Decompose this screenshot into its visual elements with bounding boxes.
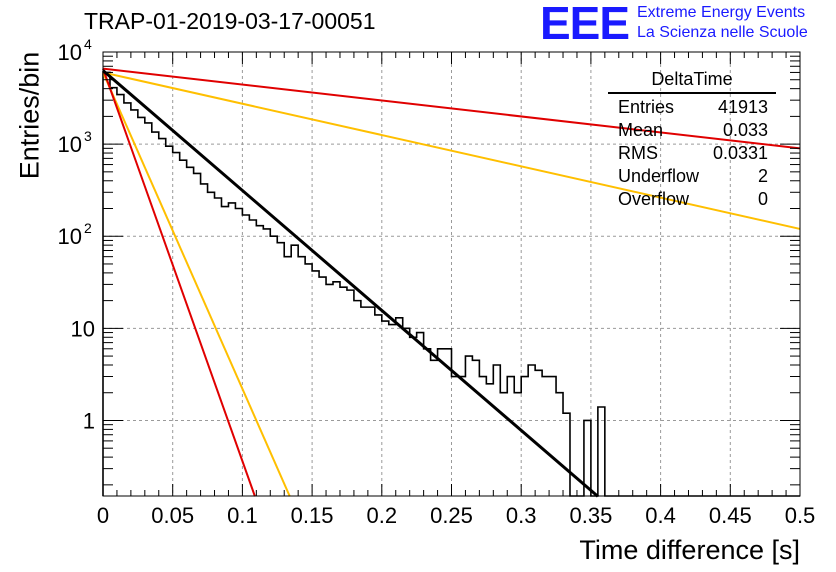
y-tick-label: 10 (58, 132, 82, 157)
logo-caption-line2: La Scienza nelle Scuole (637, 24, 808, 41)
fit-curve (102, 68, 256, 497)
fit-curve (102, 71, 801, 230)
stats-box-title: DeltaTime (608, 68, 776, 94)
fit-curves (102, 67, 801, 498)
x-tick-label: 0.25 (430, 503, 473, 528)
eee-logo: EEE (540, 0, 630, 49)
stats-label: Entries (618, 97, 675, 117)
x-tick-label: 0.05 (151, 503, 194, 528)
stats-label: Underflow (618, 166, 700, 186)
x-tick-label: 0.3 (506, 503, 537, 528)
stats-row-rms: RMS 0.0331 (608, 142, 776, 165)
fit-curve (102, 69, 599, 498)
stats-value: 0 (757, 189, 768, 209)
x-tick-label: 0 (97, 503, 109, 528)
logo-caption: Extreme Energy Events La Scienza nelle S… (637, 3, 808, 43)
x-tick-label: 0.15 (291, 503, 334, 528)
y-tick-label: 10 (58, 224, 82, 249)
y-tick-label: 10 (58, 40, 82, 65)
x-axis-label: Time difference [s] (579, 535, 800, 565)
y-tick-exponent: 2 (84, 220, 92, 236)
stats-value: 41913 (717, 97, 768, 117)
stats-label: Mean (618, 120, 664, 140)
stats-box: DeltaTime Entries 41913 Mean 0.033 RMS 0.03… (608, 68, 776, 211)
y-tick-exponent: 3 (84, 128, 92, 144)
fit-curve (102, 72, 291, 497)
axes: 0 0.05 0.1 0.15 0.2 0.25 0.3 0.35 0.4 0.45 0.510 41… (58, 36, 816, 528)
stats-row-underflow: Underflow 2 (608, 165, 776, 188)
stats-label: RMS (618, 143, 658, 163)
stats-row-mean: Mean 0.033 (608, 119, 776, 142)
stats-value: 0.033 (722, 120, 768, 140)
y-axis-label: Entries/bin (14, 51, 45, 180)
grid (103, 52, 800, 496)
x-tick-label: 0.35 (569, 503, 612, 528)
y-tick-label: 10 (71, 316, 95, 341)
x-tick-label: 0.5 (785, 503, 816, 528)
y-tick-exponent: 4 (84, 36, 92, 52)
fit-curve (102, 67, 801, 150)
stats-value: 0.0331 (712, 143, 768, 163)
chart-title: TRAP-01-2019-03-17-00051 (84, 8, 376, 34)
stats-row-entries: Entries 41913 (608, 96, 776, 119)
x-tick-label: 0.45 (709, 503, 752, 528)
x-tick-label: 0.1 (227, 503, 258, 528)
x-tick-label: 0.4 (645, 503, 676, 528)
stats-row-overflow: Overflow 0 (608, 188, 776, 211)
stats-value: 2 (757, 166, 768, 186)
stats-label: Overflow (618, 189, 690, 209)
logo-caption-line1: Extreme Energy Events (637, 4, 806, 21)
y-tick-label: 1 (83, 408, 95, 433)
x-tick-label: 0.2 (367, 503, 398, 528)
